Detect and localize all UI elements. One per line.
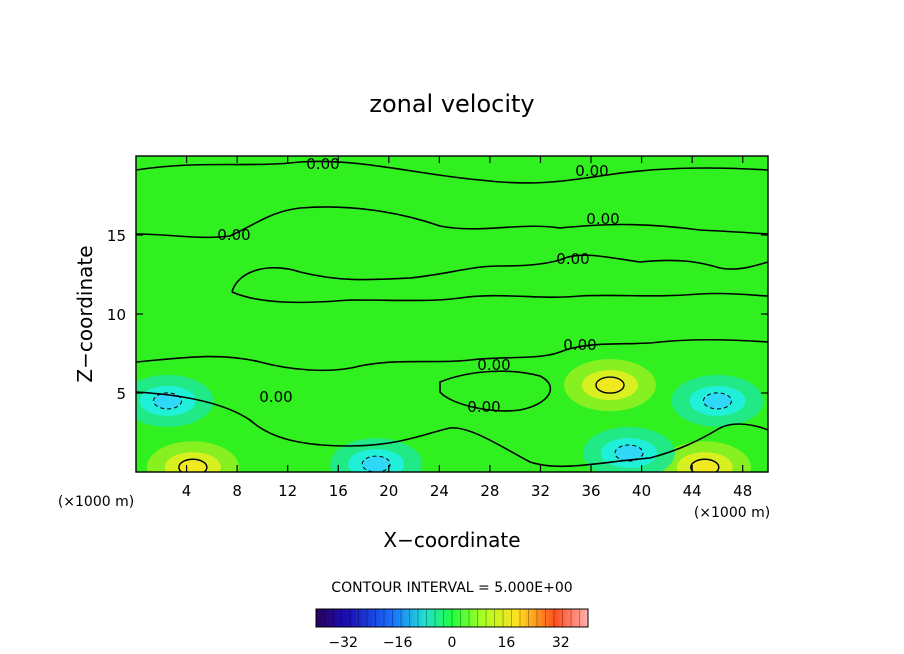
contour-value-label: 0.00 bbox=[563, 336, 596, 354]
plot-background bbox=[136, 156, 768, 472]
feature-contour bbox=[361, 455, 391, 472]
x-axis-label: X−coordinate bbox=[383, 528, 520, 552]
contour-line-upper bbox=[136, 206, 768, 239]
x-tick-label: 12 bbox=[278, 482, 297, 500]
x-tick-label: 36 bbox=[581, 482, 600, 500]
x-tick-label: 20 bbox=[379, 482, 398, 500]
zero-contours bbox=[136, 160, 768, 468]
x-tick-label: 48 bbox=[733, 482, 752, 500]
feature-contour bbox=[690, 458, 720, 472]
contour-line-bottom bbox=[136, 391, 768, 468]
feature-contour bbox=[178, 458, 208, 472]
contour-line-mid2 bbox=[231, 291, 768, 304]
feature-contour bbox=[153, 392, 183, 410]
x-unit-right: (×1000 m) bbox=[694, 505, 770, 521]
contour-value-label: 0.00 bbox=[467, 398, 500, 416]
colorbar-tick-label: −16 bbox=[383, 635, 413, 651]
contour-value-label: 0.00 bbox=[575, 162, 608, 180]
x-tick-label: 28 bbox=[480, 482, 499, 500]
colorbar: −32 −16 0 16 32 bbox=[315, 608, 589, 651]
contour-line-low bbox=[136, 338, 768, 372]
y-tick-label: 10 bbox=[107, 306, 126, 324]
x-tick-label: 8 bbox=[232, 482, 242, 500]
contour-value-label: 0.00 bbox=[259, 388, 292, 406]
y-axis-ticks: 5 10 15 bbox=[107, 227, 768, 403]
colorbar-tick-label: 16 bbox=[497, 635, 515, 651]
y-tick-label: 5 bbox=[116, 385, 126, 403]
contour-value-label: 0.00 bbox=[477, 356, 510, 374]
y-tick-label: 15 bbox=[107, 227, 126, 245]
contour-line-mid bbox=[231, 254, 768, 293]
contour-value-label: 0.00 bbox=[556, 250, 589, 268]
plot-area: 0.00 0.00 0.00 0.00 0.00 0.00 0.00 0.00 0.00 bbox=[136, 155, 768, 472]
contour-value-label: 0.00 bbox=[306, 155, 339, 173]
feature-contour bbox=[595, 376, 625, 394]
field-features bbox=[136, 359, 764, 472]
x-unit-left: (×1000 m) bbox=[58, 494, 134, 510]
colorbar-tick-label: 0 bbox=[448, 635, 457, 651]
feature-contour bbox=[702, 392, 732, 410]
colorbar-tick-label: 32 bbox=[552, 635, 570, 651]
x-tick-label: 24 bbox=[430, 482, 449, 500]
colorbar-tick-label: −32 bbox=[328, 635, 358, 651]
x-axis-ticks: 4 8 12 16 20 24 28 32 36 40 44 48 bbox=[182, 156, 752, 500]
contour-line-top bbox=[136, 160, 768, 184]
colorbar-ticks: −32 −16 0 16 32 bbox=[328, 635, 569, 651]
colorbar-divisions bbox=[324, 609, 580, 627]
x-tick-label: 4 bbox=[182, 482, 192, 500]
contour-line-closed-1 bbox=[439, 370, 552, 412]
x-tick-label: 40 bbox=[632, 482, 651, 500]
x-tick-label: 32 bbox=[531, 482, 550, 500]
x-tick-label: 44 bbox=[683, 482, 702, 500]
contour-value-label: 0.00 bbox=[217, 226, 250, 244]
x-tick-label: 16 bbox=[329, 482, 348, 500]
y-axis-label: Z−coordinate bbox=[73, 245, 97, 382]
feature-contour bbox=[614, 444, 644, 462]
contour-interval-text: CONTOUR INTERVAL = 5.000E+00 bbox=[331, 580, 572, 596]
contour-value-label: 0.00 bbox=[586, 210, 619, 228]
chart-title: zonal velocity bbox=[369, 90, 534, 118]
